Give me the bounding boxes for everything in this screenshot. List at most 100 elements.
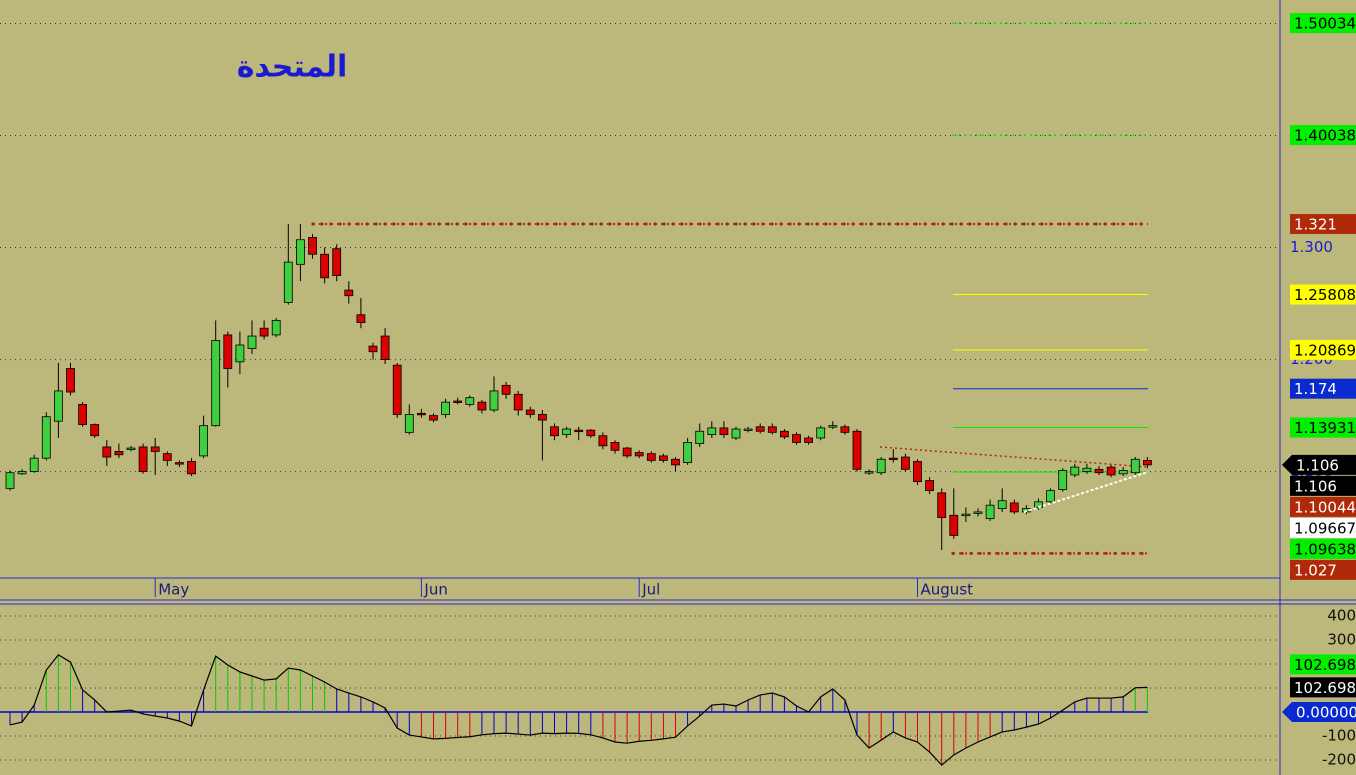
candle-body bbox=[332, 248, 342, 276]
candle-body bbox=[816, 427, 826, 439]
level-dot bbox=[473, 222, 477, 226]
candle-body bbox=[538, 414, 547, 421]
candle-body bbox=[199, 425, 209, 457]
level-dot bbox=[960, 551, 964, 555]
candle-body bbox=[901, 456, 910, 470]
level-label: 1.09667 bbox=[1294, 519, 1356, 537]
candle-body bbox=[949, 514, 959, 536]
level-dot bbox=[464, 222, 468, 226]
level-dot bbox=[581, 222, 585, 226]
level-dot bbox=[951, 551, 955, 555]
level-dot bbox=[1032, 551, 1036, 555]
level-label: 1.10044 bbox=[1294, 498, 1356, 516]
level-dot bbox=[1130, 222, 1134, 226]
candle-body bbox=[295, 239, 305, 265]
level-dot bbox=[716, 222, 720, 226]
candle-body bbox=[1070, 466, 1080, 476]
y-tick-label: -200 bbox=[1322, 751, 1356, 769]
level-dot bbox=[482, 222, 486, 226]
candle-body bbox=[271, 319, 281, 336]
candle-body bbox=[235, 344, 245, 363]
y-tick-label: 300 bbox=[1327, 631, 1356, 649]
level-box bbox=[1290, 475, 1356, 496]
level-dot bbox=[806, 222, 810, 226]
level-dot bbox=[1022, 222, 1026, 226]
level-dot bbox=[1004, 222, 1008, 226]
level-dot bbox=[833, 222, 837, 226]
level-dot bbox=[1058, 222, 1062, 226]
level-dot bbox=[968, 222, 972, 226]
candle-body bbox=[392, 364, 402, 415]
candle-body bbox=[114, 451, 124, 456]
candle-body bbox=[223, 334, 233, 369]
level-dot bbox=[338, 222, 342, 226]
level-box bbox=[1290, 13, 1356, 34]
candle-body bbox=[41, 416, 51, 459]
level-dot bbox=[392, 222, 396, 226]
level-dot bbox=[896, 222, 900, 226]
level-dot bbox=[446, 222, 450, 226]
candle-body bbox=[671, 458, 680, 466]
oscillator bbox=[0, 654, 1148, 766]
level-dot bbox=[932, 222, 936, 226]
candle-body bbox=[598, 435, 608, 447]
level-dot bbox=[1112, 222, 1116, 226]
candle-body bbox=[102, 446, 112, 458]
level-label: 1.321 bbox=[1294, 216, 1337, 234]
candle-body bbox=[550, 426, 559, 437]
candle-body bbox=[1009, 502, 1019, 513]
level-dot bbox=[1040, 222, 1044, 226]
level-dot bbox=[608, 222, 612, 226]
candle-body bbox=[997, 500, 1007, 509]
candle-body bbox=[925, 480, 934, 492]
candle-body bbox=[1143, 459, 1152, 466]
candle-body bbox=[743, 428, 753, 431]
candle-body bbox=[610, 442, 620, 451]
candle-body bbox=[586, 429, 596, 437]
level-dot bbox=[644, 222, 648, 226]
candle-body bbox=[1130, 458, 1140, 474]
level-dot bbox=[1013, 222, 1017, 226]
candle-body bbox=[259, 327, 269, 337]
level-dot bbox=[1023, 551, 1027, 555]
price-pointer bbox=[1282, 454, 1356, 475]
candle-body bbox=[780, 430, 789, 438]
candle-body bbox=[719, 427, 729, 436]
level-box bbox=[1290, 496, 1356, 517]
level-dot bbox=[455, 222, 459, 226]
candles bbox=[5, 224, 1152, 550]
candle-body bbox=[429, 415, 438, 421]
level-box bbox=[1290, 339, 1356, 360]
level-label: 1.09638 bbox=[1294, 540, 1356, 558]
candle-body bbox=[17, 471, 27, 475]
level-box bbox=[1290, 654, 1356, 675]
level-dot bbox=[1041, 551, 1045, 555]
candle-body bbox=[864, 471, 874, 474]
level-dot bbox=[653, 222, 657, 226]
candle-body bbox=[1058, 470, 1068, 490]
level-label: 1.106 bbox=[1296, 456, 1339, 474]
candle-body bbox=[187, 461, 196, 475]
level-dot bbox=[1104, 551, 1108, 555]
level-dot bbox=[572, 222, 576, 226]
candle-body bbox=[525, 409, 535, 415]
level-dot bbox=[914, 222, 918, 226]
level-dot bbox=[1005, 551, 1009, 555]
level-dot bbox=[977, 222, 981, 226]
candle-body bbox=[416, 412, 426, 416]
level-label: 0.00000 bbox=[1296, 704, 1356, 722]
level-dot bbox=[626, 222, 630, 226]
candle-body bbox=[634, 452, 644, 457]
level-dot bbox=[500, 222, 504, 226]
candle-body bbox=[1082, 467, 1092, 472]
candle-body bbox=[283, 261, 293, 303]
x-tick-label: August bbox=[921, 581, 974, 599]
level-box bbox=[1290, 417, 1356, 438]
level-dot bbox=[509, 222, 513, 226]
level-dot bbox=[1050, 551, 1054, 555]
level-dot bbox=[320, 222, 324, 226]
level-dot bbox=[1121, 222, 1125, 226]
candle-body bbox=[937, 492, 947, 518]
price-pointer bbox=[1282, 702, 1356, 722]
